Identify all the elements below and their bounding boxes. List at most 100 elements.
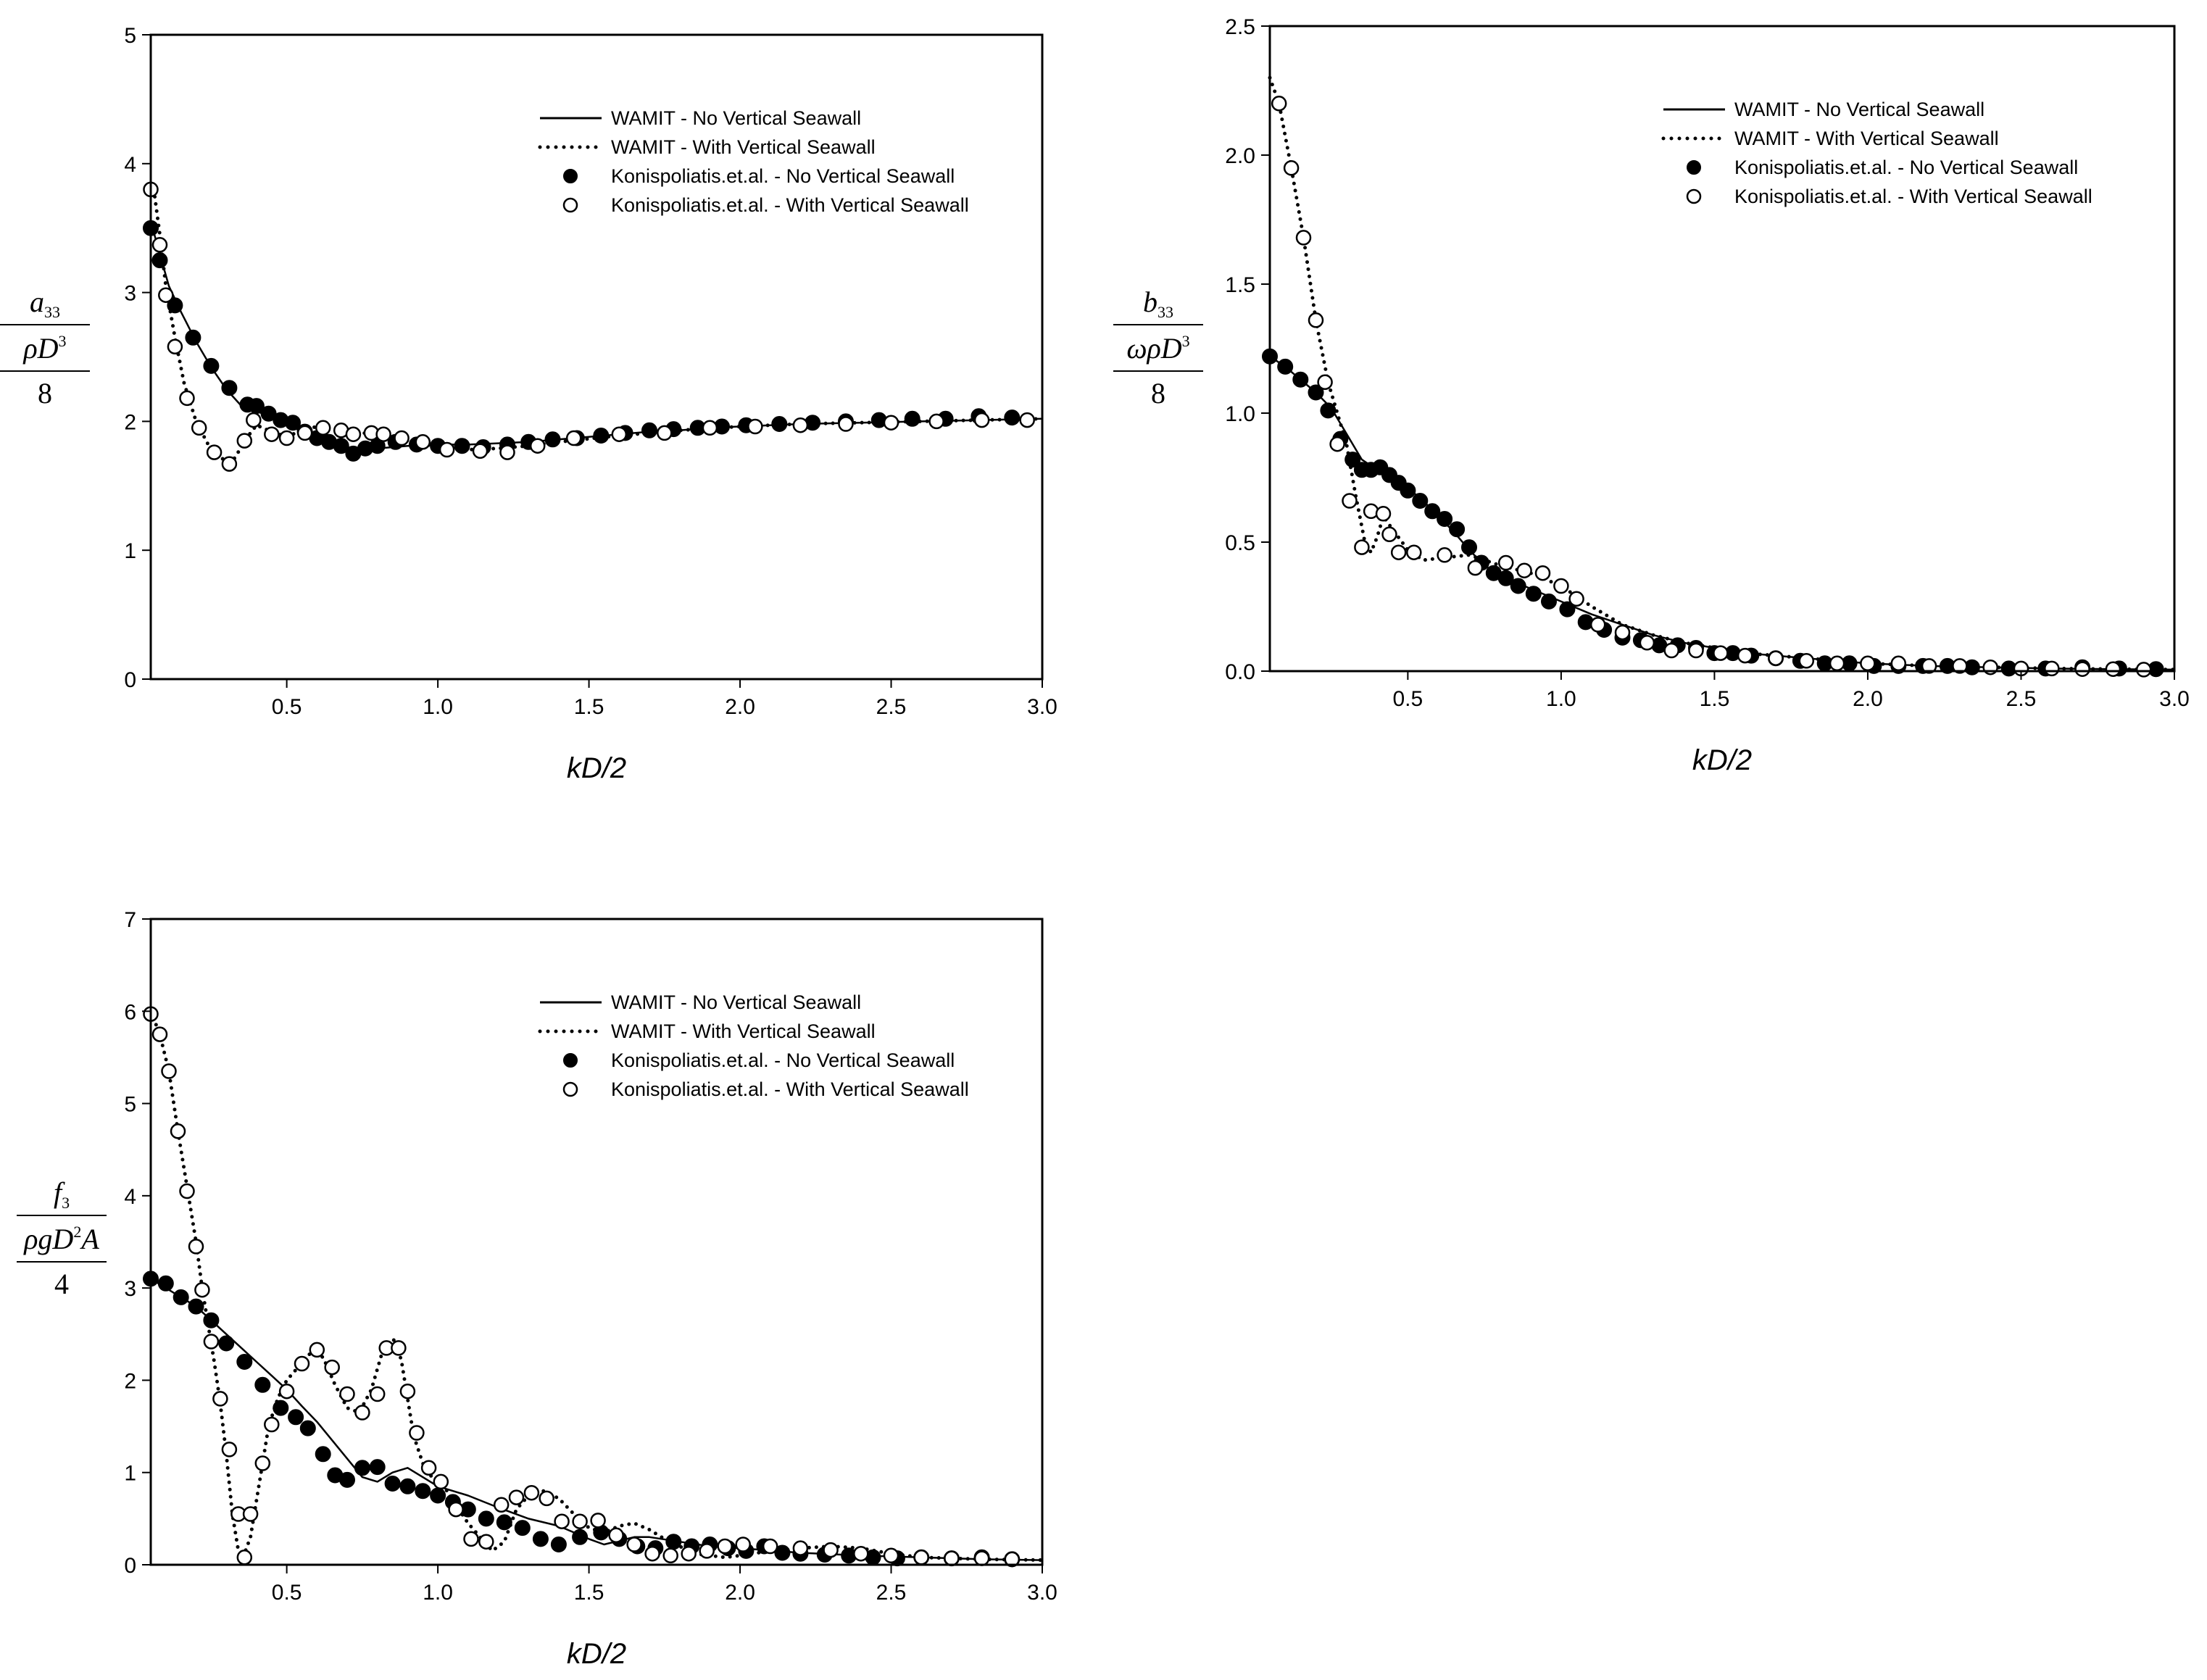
- y-axis-title-numerator: f3: [54, 1176, 70, 1212]
- data-point-konispoliatis-no-seawall: [1292, 371, 1309, 388]
- data-point-konispoliatis-with-seawall: [278, 430, 295, 446]
- data-point-konispoliatis-with-seawall: [735, 1536, 751, 1552]
- data-point-konispoliatis-no-seawall: [544, 431, 561, 448]
- data-point-konispoliatis-with-seawall: [309, 1342, 325, 1358]
- data-point-konispoliatis-with-seawall: [206, 444, 223, 460]
- legend: WAMIT - No Vertical Seawall WAMIT - With…: [538, 991, 969, 1100]
- data-point-konispoliatis-with-seawall: [611, 426, 628, 442]
- data-point-konispoliatis-no-seawall: [572, 1529, 589, 1545]
- data-point-konispoliatis-no-seawall: [203, 1312, 220, 1328]
- data-point-konispoliatis-no-seawall: [415, 1483, 431, 1500]
- data-point-konispoliatis-no-seawall: [514, 1520, 531, 1536]
- data-point-konispoliatis-with-seawall: [296, 425, 313, 441]
- data-point-konispoliatis-with-seawall: [1860, 655, 1876, 672]
- y-tick-label: 2.5: [1225, 15, 1255, 39]
- axis-ticks: 0.5 1.0 1.5 2.0 2.5 3.0 0 1 2 3 4 5: [124, 24, 1057, 719]
- data-point-konispoliatis-with-seawall: [1534, 565, 1551, 581]
- data-point-konispoliatis-with-seawall: [1295, 230, 1312, 246]
- data-point-konispoliatis-no-seawall: [157, 1275, 174, 1292]
- data-point-konispoliatis-with-seawall: [523, 1484, 540, 1501]
- data-point-konispoliatis-with-seawall: [747, 418, 763, 435]
- data-point-konispoliatis-with-seawall: [702, 420, 718, 436]
- y-tick-label: 5: [124, 1093, 136, 1117]
- data-point-konispoliatis-no-seawall: [333, 438, 349, 454]
- data-point-konispoliatis-with-seawall: [1663, 642, 1679, 659]
- data-point-konispoliatis-no-seawall: [254, 1376, 271, 1393]
- data-point-konispoliatis-with-seawall: [264, 1416, 280, 1433]
- x-tick-label: 1.5: [574, 695, 604, 719]
- y-tick-label: 5: [124, 24, 136, 48]
- data-point-konispoliatis-with-seawall: [565, 430, 582, 446]
- data-point-konispoliatis-no-seawall: [1424, 503, 1441, 520]
- data-point-konispoliatis-with-seawall: [194, 1281, 210, 1298]
- data-point-konispoliatis-with-seawall: [415, 434, 431, 450]
- data-point-konispoliatis-no-seawall: [641, 422, 657, 438]
- data-point-konispoliatis-no-seawall: [1437, 511, 1453, 527]
- data-point-konispoliatis-no-seawall: [774, 1544, 791, 1561]
- legend: WAMIT - No Vertical Seawall WAMIT - With…: [538, 107, 969, 216]
- data-point-konispoliatis-no-seawall: [1400, 482, 1416, 499]
- data-point-konispoliatis-no-seawall: [1541, 593, 1557, 610]
- legend-filled-marker: [563, 1053, 578, 1068]
- data-point-konispoliatis-with-seawall: [246, 412, 262, 428]
- data-point-konispoliatis-no-seawall: [1412, 493, 1429, 509]
- x-tick-label: 2.5: [2006, 687, 2037, 711]
- data-point-konispoliatis-no-seawall: [771, 416, 788, 432]
- data-point-konispoliatis-with-seawall: [1921, 658, 1937, 674]
- damping-chart: 0.5 1.0 1.5 2.0 2.5 3.0 0.0 0.5 1.0 1.5 2.0 2.5 kD/…: [1113, 15, 2190, 776]
- x-tick-label: 0.5: [272, 1581, 302, 1605]
- legend-entry: Konispoliatis.et.al. - No Vertical Seawa…: [611, 165, 955, 187]
- data-point-konispoliatis-with-seawall: [354, 1405, 370, 1421]
- series-line-wamit-with-seawall: [1268, 75, 2177, 672]
- y-axis-title-divisor: 4: [54, 1268, 69, 1300]
- data-point-konispoliatis-with-seawall: [508, 1489, 525, 1505]
- data-point-konispoliatis-with-seawall: [472, 443, 489, 459]
- data-point-konispoliatis-no-seawall: [1497, 570, 1514, 586]
- plot-area: [143, 181, 1044, 472]
- legend-open-marker: [562, 1081, 578, 1097]
- legend-entry: WAMIT - With Vertical Seawall: [1734, 128, 1999, 149]
- data-point-konispoliatis-with-seawall: [179, 1183, 195, 1199]
- x-tick-label: 2.0: [1853, 687, 1883, 711]
- legend-entry: Konispoliatis.et.al. - With Vertical Sea…: [611, 1078, 969, 1100]
- data-point-konispoliatis-no-seawall: [1004, 409, 1021, 426]
- data-point-konispoliatis-no-seawall: [173, 1289, 189, 1305]
- data-point-konispoliatis-with-seawall: [1768, 650, 1784, 666]
- data-point-konispoliatis-with-seawall: [539, 1490, 554, 1507]
- data-point-konispoliatis-no-seawall: [288, 1409, 304, 1426]
- data-point-konispoliatis-with-seawall: [433, 1473, 449, 1490]
- data-point-konispoliatis-with-seawall: [590, 1513, 606, 1529]
- legend-entry: Konispoliatis.et.al. - No Vertical Seawa…: [1734, 157, 2078, 178]
- y-axis-title-denominator: ωρD3: [1126, 332, 1189, 365]
- data-point-konispoliatis-no-seawall: [260, 405, 277, 422]
- data-point-konispoliatis-no-seawall: [315, 1446, 331, 1463]
- data-point-konispoliatis-with-seawall: [792, 1540, 809, 1556]
- data-point-konispoliatis-with-seawall: [478, 1534, 494, 1550]
- x-tick-label: 1.5: [1700, 687, 1730, 711]
- data-point-konispoliatis-with-seawall: [151, 237, 168, 253]
- data-point-konispoliatis-with-seawall: [973, 412, 990, 428]
- data-point-konispoliatis-with-seawall: [1437, 547, 1452, 563]
- axis-ticks: 0.5 1.0 1.5 2.0 2.5 3.0 0.0 0.5 1.0 1.5 2.0 2.5: [1225, 15, 2190, 711]
- y-tick-label: 2: [124, 1369, 136, 1393]
- data-point-konispoliatis-with-seawall: [1283, 160, 1300, 176]
- data-point-konispoliatis-with-seawall: [369, 1386, 386, 1402]
- data-point-konispoliatis-with-seawall: [391, 1340, 407, 1356]
- x-tick-label: 0.5: [272, 695, 302, 719]
- data-point-konispoliatis-with-seawall: [928, 413, 944, 430]
- data-point-konispoliatis-with-seawall: [1375, 506, 1392, 522]
- legend-entry: WAMIT - No Vertical Seawall: [611, 107, 861, 129]
- data-point-konispoliatis-with-seawall: [1406, 544, 1422, 560]
- y-axis-title: b33 ωρD3 8: [1113, 286, 1203, 409]
- data-point-konispoliatis-with-seawall: [1381, 526, 1397, 543]
- data-point-konispoliatis-with-seawall: [1890, 655, 1907, 672]
- data-point-konispoliatis-with-seawall: [158, 287, 174, 303]
- data-point-konispoliatis-with-seawall: [1639, 635, 1655, 651]
- legend-filled-marker: [1687, 160, 1701, 175]
- data-point-konispoliatis-with-seawall: [1553, 578, 1569, 594]
- data-point-konispoliatis-with-seawall: [1737, 647, 1753, 664]
- x-axis-title: kD/2: [1692, 744, 1752, 776]
- y-tick-label: 4: [124, 1185, 136, 1209]
- x-tick-label: 2.0: [725, 695, 755, 719]
- data-point-konispoliatis-no-seawall: [399, 1478, 416, 1494]
